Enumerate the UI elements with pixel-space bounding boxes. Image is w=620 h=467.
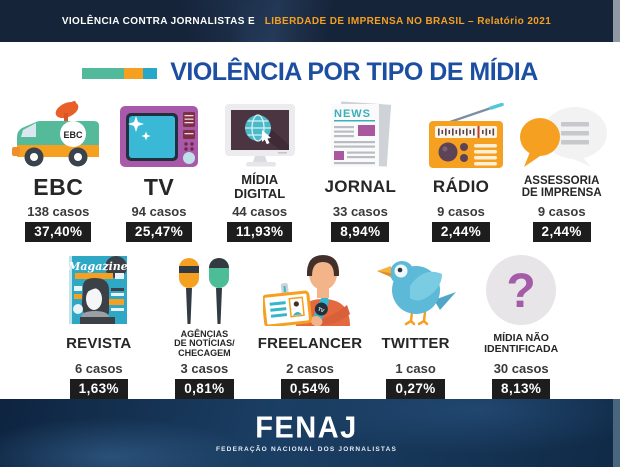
- media-card-revista: Magazine: [46, 252, 152, 399]
- header-title-white: VIOLÊNCIA CONTRA JORNALISTAS E: [61, 15, 256, 27]
- media-row-1: EBC EBC 138 casos 37,40%: [0, 97, 620, 242]
- media-name: RÁDIO: [432, 177, 490, 197]
- media-card-agencias: AGÊNCIAS DE NOTÍCIAS/CHECAGEM 3 casos 0,8…: [152, 252, 258, 399]
- computer-monitor-icon: [224, 104, 295, 167]
- header-bar: VIOLÊNCIA CONTRA JORNALISTAS E LIBERDADE…: [0, 0, 620, 42]
- svg-text:TV: TV: [317, 306, 326, 314]
- cases-count: 1 caso: [395, 361, 436, 376]
- media-card-ebc: EBC EBC 138 casos 37,40%: [8, 97, 109, 242]
- percent-badge: 0,54%: [280, 379, 340, 399]
- newspaper-icon: NEWS: [331, 101, 392, 167]
- percent-badge: 2,44%: [431, 222, 491, 242]
- cases-count: 3 casos: [180, 361, 229, 376]
- microphones-icon: [179, 258, 230, 324]
- reporter-icon: TV: [262, 255, 350, 326]
- percent-badge: 1,63%: [69, 379, 128, 399]
- percent-badge: 25,47%: [125, 222, 193, 242]
- media-name: FREELANCER: [257, 335, 363, 353]
- media-name: TV: [143, 173, 175, 200]
- cases-count: 138 casos: [27, 204, 90, 219]
- media-name: REVISTA: [66, 335, 132, 353]
- svg-text:EBC: EBC: [64, 130, 84, 140]
- accent-segment-orange: [124, 67, 144, 79]
- accent-segment-blue: [143, 67, 158, 79]
- radio-icon: [429, 103, 504, 168]
- content-area: VIOLÊNCIA POR TIPO DE MÍDIA: [0, 42, 620, 399]
- media-card-tv: TV 94 casos 25,47%: [109, 97, 210, 242]
- svg-text:?: ?: [507, 265, 536, 318]
- cases-count: 94 casos: [131, 204, 187, 219]
- media-card-twitter: TWITTER 1 caso 0,27%: [363, 252, 469, 399]
- percent-badge: 2,44%: [532, 222, 591, 242]
- media-card-freelancer: TV: [257, 252, 363, 399]
- accent-bar: [82, 67, 158, 79]
- cases-count: 6 casos: [74, 361, 123, 376]
- speech-bubbles-icon: [519, 107, 607, 167]
- cases-count: 9 casos: [537, 204, 586, 219]
- percent-badge: 8,94%: [331, 222, 390, 242]
- fenaj-logo: FENAJ: [255, 410, 358, 445]
- percent-badge: 11,93%: [226, 222, 293, 242]
- media-name: ASSESSORIA DE IMPRENSA: [521, 174, 602, 199]
- tv-icon: [120, 106, 198, 167]
- percent-badge: 8,13%: [492, 379, 551, 399]
- title-row: VIOLÊNCIA POR TIPO DE MÍDIA: [0, 57, 620, 87]
- cases-count: 9 casos: [437, 204, 485, 219]
- page-title: VIOLÊNCIA POR TIPO DE MÍDIA: [170, 57, 538, 86]
- news-van-icon: EBC: [12, 101, 100, 167]
- media-name: JORNAL: [324, 177, 397, 197]
- twitter-bird-icon: [376, 261, 456, 326]
- media-name: MÍDIA DIGITAL: [234, 172, 286, 201]
- cases-count: 44 casos: [232, 204, 288, 219]
- media-name: AGÊNCIAS DE NOTÍCIAS/CHECAGEM: [174, 328, 235, 358]
- svg-text:Magazine: Magazine: [67, 260, 128, 273]
- question-mark-icon: ?: [486, 255, 557, 325]
- cases-count: 30 casos: [493, 361, 549, 376]
- percent-badge: 0,81%: [175, 379, 234, 399]
- media-name: TWITTER: [381, 335, 450, 353]
- media-name: EBC: [33, 173, 84, 200]
- cases-count: 33 casos: [332, 204, 388, 219]
- media-card-midia-digital: MÍDIA DIGITAL 44 casos 11,93%: [209, 97, 310, 242]
- percent-badge: 37,40%: [25, 222, 92, 242]
- media-card-nao-identificada: ? MÍDIA NÃO IDENTIFICADA 30 casos 8,13%: [468, 252, 574, 399]
- cases-count: 2 casos: [286, 361, 334, 376]
- media-row-2: Magazine: [0, 252, 620, 399]
- accent-segment-teal: [82, 67, 125, 79]
- media-card-assessoria: ASSESSORIA DE IMPRENSA 9 casos 2,44%: [511, 97, 612, 242]
- media-card-radio: RÁDIO 9 casos 2,44%: [411, 97, 512, 242]
- magazine-icon: Magazine: [67, 256, 128, 324]
- media-card-jornal: NEWS JORNAL 33 casos: [310, 97, 411, 242]
- fenaj-subtitle: FEDERAÇÃO NACIONAL DOS JORNALISTAS: [215, 445, 398, 453]
- percent-badge: 0,27%: [386, 379, 445, 399]
- footer-bar: FENAJ FEDERAÇÃO NACIONAL DOS JORNALISTAS: [0, 399, 620, 467]
- svg-text:NEWS: NEWS: [334, 108, 371, 120]
- media-name: MÍDIA NÃO IDENTIFICADA: [484, 331, 559, 355]
- header-title-orange: LIBERDADE DE IMPRENSA NO BRASIL – Relató…: [264, 15, 552, 27]
- header-title: VIOLÊNCIA CONTRA JORNALISTAS E LIBERDADE…: [62, 16, 551, 27]
